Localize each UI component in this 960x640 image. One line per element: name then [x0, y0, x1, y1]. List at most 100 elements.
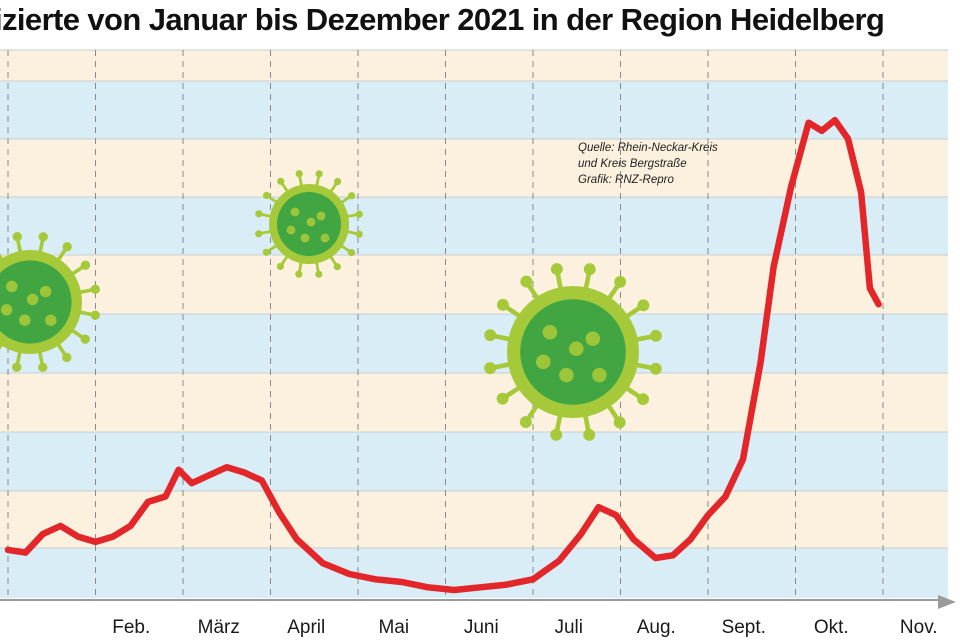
virus-spike-tip [613, 416, 626, 429]
virus-icon [0, 231, 101, 373]
virus-spot [306, 217, 316, 227]
virus-spot [0, 304, 13, 316]
data-point [453, 589, 455, 591]
grid-band [0, 50, 948, 81]
data-point [707, 514, 709, 516]
x-tick-label: Mai [378, 617, 409, 638]
data-point [878, 303, 880, 305]
virus-spot [45, 314, 57, 326]
virus-spike-tip [649, 362, 662, 375]
chart-title: izierte von Januar bis Dezember 2021 in … [0, 2, 885, 37]
data-point [847, 138, 849, 140]
data-point [42, 533, 44, 535]
data-point [615, 514, 617, 516]
grid-band [0, 432, 948, 491]
virus-spike-tip [583, 263, 596, 276]
data-point [178, 469, 180, 471]
data-point [759, 362, 762, 364]
data-point [7, 549, 9, 551]
data-point [580, 533, 582, 535]
data-point [129, 525, 132, 527]
virus-spike-tip [295, 170, 303, 178]
x-tick-label: Feb. [112, 617, 150, 638]
virus-spot [542, 324, 558, 340]
virus-spike-tip [90, 284, 101, 294]
virus-spike-tip [496, 392, 509, 405]
data-point [112, 536, 114, 538]
virus-spike-tip [262, 191, 271, 199]
data-point [689, 538, 692, 540]
data-point [278, 511, 280, 514]
series-layer [4, 116, 882, 594]
grid-band [0, 139, 948, 197]
data-point [808, 122, 810, 124]
x-tick-label: April [287, 617, 325, 638]
virus-spot [26, 293, 39, 306]
data-point [401, 581, 403, 583]
virus-spike-tip [333, 263, 341, 271]
virus-spike-tip [649, 329, 662, 342]
source-line: und Kreis Bergstraße [578, 158, 687, 170]
virus-spot [300, 233, 310, 243]
data-point [94, 541, 97, 543]
virus-spike-tip [519, 416, 532, 429]
virus-spike-tip [637, 393, 650, 406]
virus-icon [484, 263, 662, 441]
data-point [724, 495, 727, 498]
virus-spike-tip [277, 177, 285, 185]
virus-spike-tip [347, 249, 356, 257]
data-point [869, 287, 871, 289]
grid-band [0, 373, 948, 432]
data-point [742, 458, 744, 460]
x-axis [0, 595, 956, 609]
virus-spike-tip [637, 299, 650, 312]
data-point [773, 266, 775, 268]
virus-spot [316, 211, 326, 221]
virus-spike-tip [484, 362, 497, 375]
virus-spike-tip [262, 248, 270, 256]
data-point [77, 536, 79, 538]
virus-spike-tip [62, 352, 72, 363]
grid-band [0, 314, 948, 373]
virus-spike-tip [550, 428, 563, 441]
data-point [558, 560, 560, 562]
data-point [654, 557, 657, 559]
data-point [427, 586, 429, 588]
data-point [532, 578, 534, 580]
virus-illustrations [0, 170, 662, 441]
x-tick-label: Nov. [900, 617, 938, 638]
virus-spike-tip [520, 275, 533, 288]
grid-band [0, 197, 948, 255]
virus-spike-tip [38, 362, 48, 373]
virus-spike-tip [550, 263, 563, 276]
virus-spot [39, 285, 52, 298]
virus-spot [286, 225, 296, 235]
data-point [226, 466, 228, 468]
virus-spike-tip [315, 270, 323, 278]
data-point [243, 471, 245, 474]
x-tick-label: März [198, 617, 240, 638]
data-point [322, 562, 324, 564]
grid-band [0, 81, 948, 139]
virus-spike-tip [62, 242, 72, 252]
data-point [633, 538, 635, 540]
data-point [164, 495, 167, 498]
virus-spike-tip [90, 310, 100, 320]
virus-icon [255, 170, 363, 278]
virus-spike-tip [80, 334, 90, 344]
virus-spike-tip [12, 362, 22, 372]
data-point [821, 130, 823, 132]
x-tick-label: Aug. [637, 617, 676, 638]
x-tick-label: Juli [554, 617, 583, 638]
data-point [479, 586, 482, 588]
virus-spike-tip [484, 329, 497, 342]
data-point [672, 554, 674, 556]
grid-band [0, 491, 948, 548]
source-line: Quelle: Rhein-Neckar-Kreis [578, 142, 718, 154]
virus-spot [19, 314, 31, 326]
virus-spike-tip [348, 192, 356, 200]
virus-spike-tip [12, 231, 22, 242]
virus-spike-tip [255, 210, 263, 218]
data-point [191, 482, 193, 484]
x-tick-label: Sept. [722, 617, 766, 638]
